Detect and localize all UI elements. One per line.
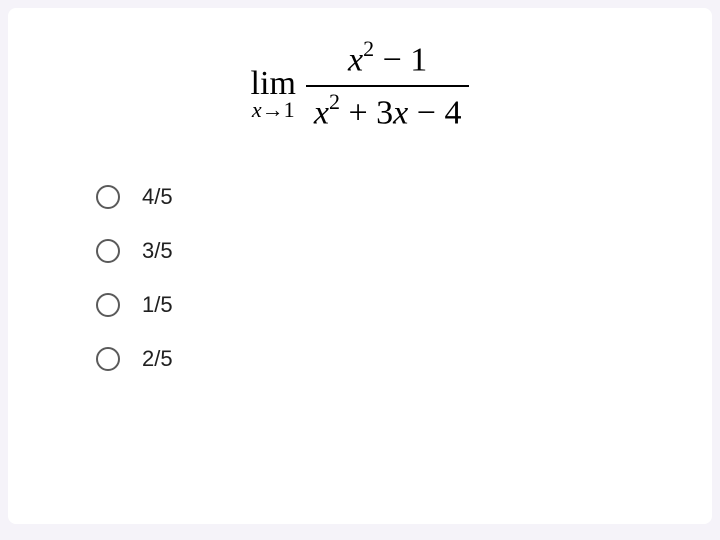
radio-icon xyxy=(96,293,120,317)
option-label: 3/5 xyxy=(142,238,173,264)
radio-icon xyxy=(96,347,120,371)
option-3[interactable]: 2/5 xyxy=(96,346,682,372)
limit-subscript: x→1 xyxy=(252,99,295,121)
option-label: 4/5 xyxy=(142,184,173,210)
option-label: 2/5 xyxy=(142,346,173,372)
denominator: x2 + 3x − 4 xyxy=(306,85,470,134)
option-label: 1/5 xyxy=(142,292,173,318)
radio-icon xyxy=(96,185,120,209)
option-1[interactable]: 3/5 xyxy=(96,238,682,264)
options-list: 4/5 3/5 1/5 2/5 xyxy=(96,184,682,372)
limit-text: lim xyxy=(251,67,296,101)
fraction: x2 − 1 x2 + 3x − 4 xyxy=(306,38,470,134)
option-0[interactable]: 4/5 xyxy=(96,184,682,210)
question-card: lim x→1 x2 − 1 x2 + 3x − 4 4/5 3/5 1/5 2… xyxy=(8,8,712,524)
numerator: x2 − 1 xyxy=(340,38,435,85)
radio-icon xyxy=(96,239,120,263)
limit-equation: lim x→1 x2 − 1 x2 + 3x − 4 xyxy=(38,38,682,134)
option-2[interactable]: 1/5 xyxy=(96,292,682,318)
limit-operator-block: lim x→1 xyxy=(251,67,296,121)
